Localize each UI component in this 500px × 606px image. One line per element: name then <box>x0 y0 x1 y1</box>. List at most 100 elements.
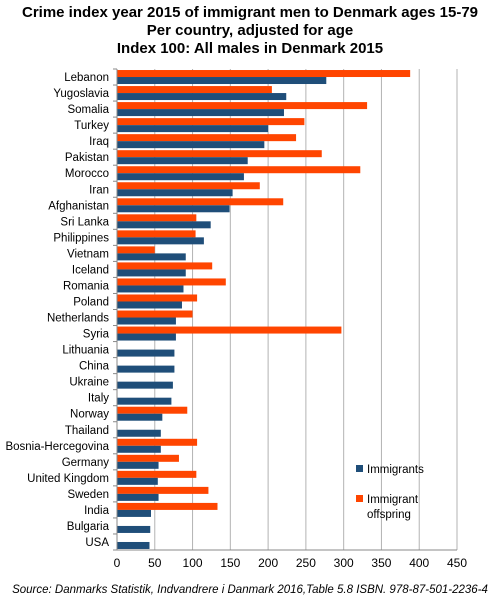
category-label: Morocco <box>65 168 109 180</box>
bar-immigrant-offspring <box>117 262 213 270</box>
bar-immigrants <box>117 317 176 325</box>
bar-immigrants <box>117 189 233 197</box>
bar-immigrant-offspring <box>117 502 218 510</box>
bar-immigrant-offspring <box>117 406 188 414</box>
category-label: Poland <box>73 296 109 308</box>
bar-immigrants <box>117 509 151 517</box>
category-label: Thailand <box>65 425 109 437</box>
bar-immigrants <box>117 173 244 181</box>
source-note: Source: Danmarks Statistik, Indvandrere … <box>12 584 488 596</box>
bar-immigrants <box>117 541 150 549</box>
x-tick-label: 0 <box>114 556 121 570</box>
bar-immigrants <box>117 477 158 485</box>
legend-label-immigrants: Immigrants <box>367 464 424 476</box>
category-label: Yugoslavia <box>53 88 109 100</box>
bar-immigrant-offspring <box>117 486 209 494</box>
bar-immigrant-offspring <box>117 230 196 238</box>
bar-immigrants <box>117 301 182 309</box>
category-label: Norway <box>70 409 109 421</box>
category-label: Germany <box>62 457 110 469</box>
x-tick-label: 400 <box>409 556 429 570</box>
bar-immigrant-offspring <box>117 214 197 222</box>
bar-immigrants <box>117 493 159 501</box>
chart-title-line-2: Per country, adjusted for age <box>146 22 354 39</box>
category-label: Sweden <box>67 489 109 501</box>
bar-immigrants <box>117 77 327 85</box>
category-label: Vietnam <box>67 248 109 260</box>
bar-immigrants <box>117 253 186 261</box>
x-tick-label: 50 <box>148 556 162 570</box>
category-label: Philippines <box>53 232 109 244</box>
bar-immigrants <box>117 429 161 437</box>
bar-immigrants <box>117 93 287 101</box>
bar-immigrants <box>117 269 186 277</box>
bar-immigrants <box>117 381 173 389</box>
bar-immigrants <box>117 365 175 373</box>
bar-immigrants <box>117 285 184 293</box>
category-label: Italy <box>88 393 109 405</box>
category-label: Ukraine <box>69 377 109 389</box>
legend-label-offspring: Immigrant offspring <box>367 494 419 521</box>
category-label: Turkey <box>74 120 109 132</box>
bar-immigrant-offspring <box>117 198 284 206</box>
bar-chart: 0 50 100 150 200 250 300 350 400 450 Lebanon Yugosl… <box>5 68 467 570</box>
category-label: Iraq <box>89 136 109 148</box>
x-tick-label: 200 <box>258 556 278 570</box>
bar-immigrant-offspring <box>117 438 198 446</box>
bar-immigrant-offspring <box>117 182 260 190</box>
category-label: Syria <box>83 329 110 341</box>
bar-immigrant-offspring <box>117 294 198 302</box>
bar-immigrant-offspring <box>117 150 322 158</box>
category-label: Iceland <box>72 264 109 276</box>
category-label: Sri Lanka <box>60 216 109 228</box>
bar-immigrant-offspring <box>117 86 272 94</box>
bar-immigrant-offspring <box>117 470 197 478</box>
category-label: China <box>79 361 110 373</box>
chart-title-line-3: Index 100: All males in Denmark 2015 <box>116 40 384 57</box>
x-tick-label: 150 <box>220 556 240 570</box>
bar-immigrant-offspring <box>117 166 361 174</box>
bar-immigrant-offspring <box>117 102 368 110</box>
bar-immigrants <box>117 461 159 469</box>
bar-immigrants <box>117 397 172 405</box>
category-label: Netherlands <box>47 313 109 325</box>
category-label: India <box>84 505 110 517</box>
bar-immigrant-offspring <box>117 118 305 126</box>
category-label: Romania <box>63 280 110 292</box>
bar-immigrant-offspring <box>117 326 342 334</box>
bar-immigrants <box>117 445 161 453</box>
bar-immigrant-offspring <box>117 70 411 78</box>
bar-immigrant-offspring <box>117 246 155 254</box>
bar-immigrant-offspring <box>117 454 179 462</box>
x-tick-label: 450 <box>447 556 467 570</box>
category-label: Lebanon <box>64 72 109 84</box>
bar-immigrants <box>117 205 230 213</box>
category-label: Pakistan <box>65 152 109 164</box>
bar-immigrants <box>117 109 284 117</box>
chart-title-line-1: Crime index year 2015 of immigrant men t… <box>21 4 479 21</box>
bar-immigrants <box>117 141 265 149</box>
bar-immigrant-offspring <box>117 134 297 142</box>
bar-immigrants <box>117 125 269 133</box>
legend-swatch-offspring <box>356 495 363 502</box>
category-label: United Kingdom <box>27 473 109 485</box>
legend-swatch-immigrants <box>356 465 363 472</box>
category-label: Iran <box>89 184 109 196</box>
bar-immigrants <box>117 333 176 341</box>
x-tick-label: 100 <box>183 556 203 570</box>
bar-immigrants <box>117 413 163 421</box>
x-tick-label: 300 <box>334 556 354 570</box>
bar-immigrants <box>117 157 248 165</box>
category-label: Bulgaria <box>67 521 110 533</box>
bar-immigrant-offspring <box>117 278 226 286</box>
category-label: Afghanistan <box>48 200 109 212</box>
x-tick-label: 250 <box>296 556 316 570</box>
x-tick-label: 350 <box>371 556 391 570</box>
bar-immigrant-offspring <box>117 310 193 318</box>
bar-immigrants <box>117 221 211 229</box>
category-label: Bosnia-Hercegovina <box>5 441 109 453</box>
category-label: USA <box>85 537 109 549</box>
bar-immigrants <box>117 349 175 357</box>
bar-immigrants <box>117 525 151 533</box>
category-label: Lithuania <box>62 345 109 357</box>
